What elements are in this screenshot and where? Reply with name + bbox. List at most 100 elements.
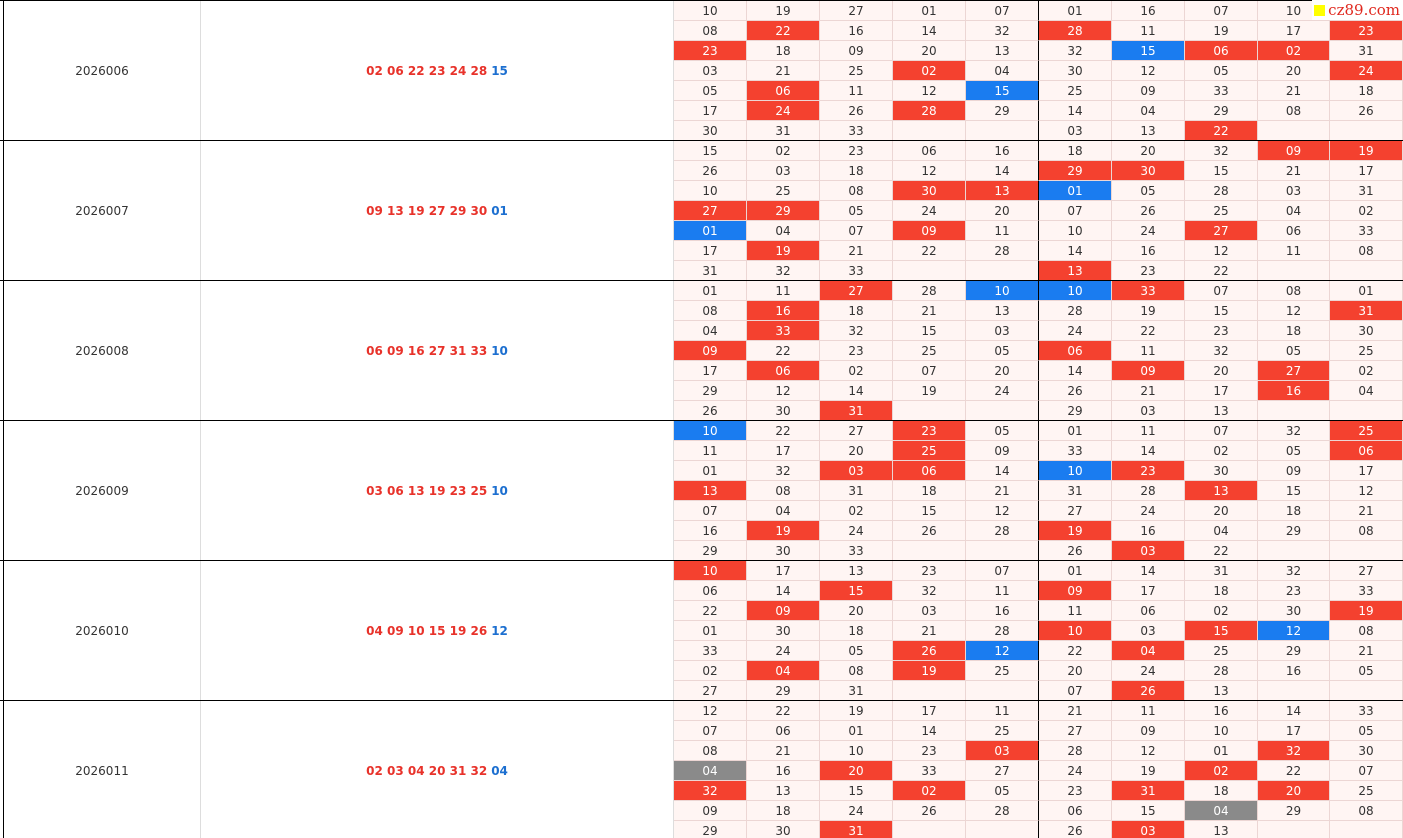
number-cell: 08 xyxy=(1330,241,1403,261)
number-cell: 06 xyxy=(1039,341,1112,361)
number-cell: 19 xyxy=(1039,521,1112,541)
number-cell: 28 xyxy=(966,521,1039,541)
number-cell: 16 xyxy=(674,521,747,541)
draw-numbers: 03 06 13 19 23 25 10 xyxy=(201,421,674,561)
number-cell: 06 xyxy=(893,461,966,481)
blue-number: 12 xyxy=(491,624,508,638)
number-cell: 07 xyxy=(1185,421,1258,441)
number-cell xyxy=(1258,121,1330,141)
number-cell xyxy=(1330,681,1403,701)
number-cell: 02 xyxy=(820,501,893,521)
number-cell: 21 xyxy=(1330,501,1403,521)
number-cell: 21 xyxy=(747,61,820,81)
number-cell: 15 xyxy=(893,501,966,521)
number-cell: 28 xyxy=(893,101,966,121)
number-cell: 07 xyxy=(674,501,747,521)
period-block: 2026008 06 09 16 27 31 33 10 01 11 27 28 10 10 33… xyxy=(0,280,1403,421)
number-cell: 25 xyxy=(893,341,966,361)
number-cell: 08 xyxy=(820,661,893,681)
number-cell: 09 xyxy=(747,601,820,621)
number-cell: 14 xyxy=(966,461,1039,481)
number-cell: 18 xyxy=(820,621,893,641)
number-cell: 25 xyxy=(820,61,893,81)
number-cell: 14 xyxy=(820,381,893,401)
number-cell: 29 xyxy=(674,541,747,561)
number-cell: 32 xyxy=(893,581,966,601)
period-block: 2026011 02 03 04 20 31 32 04 12 22 19 17 11 21 11… xyxy=(0,700,1403,838)
number-cell: 17 xyxy=(747,561,820,581)
number-cell: 33 xyxy=(1330,701,1403,721)
number-cell: 12 xyxy=(1185,241,1258,261)
number-cell: 17 xyxy=(893,701,966,721)
number-cell: 20 xyxy=(1185,361,1258,381)
number-cell: 31 xyxy=(1330,181,1403,201)
number-cell: 14 xyxy=(1112,561,1185,581)
number-cell: 06 xyxy=(893,141,966,161)
number-cell: 16 xyxy=(747,761,820,781)
number-cell: 08 xyxy=(1258,281,1330,301)
blue-number: 04 xyxy=(491,764,508,778)
number-cell: 04 xyxy=(747,661,820,681)
number-cell: 26 xyxy=(893,641,966,661)
number-cell: 20 xyxy=(1258,61,1330,81)
number-cell: 17 xyxy=(1330,161,1403,181)
number-cell: 15 xyxy=(1185,161,1258,181)
number-cell: 05 xyxy=(1258,341,1330,361)
number-cell: 08 xyxy=(674,21,747,41)
number-cell: 05 xyxy=(1330,721,1403,741)
number-cell: 08 xyxy=(1330,801,1403,821)
number-cell: 03 xyxy=(1112,541,1185,561)
number-cell: 29 xyxy=(1185,101,1258,121)
number-cell: 19 xyxy=(747,521,820,541)
number-cell: 03 xyxy=(966,741,1039,761)
number-cell: 30 xyxy=(674,121,747,141)
number-cell: 30 xyxy=(1112,161,1185,181)
number-cell: 31 xyxy=(747,121,820,141)
number-cell: 25 xyxy=(893,441,966,461)
number-cell: 21 xyxy=(893,621,966,641)
number-cell: 14 xyxy=(1112,441,1185,461)
number-cell: 27 xyxy=(820,421,893,441)
number-cell: 19 xyxy=(1112,761,1185,781)
number-cell: 21 xyxy=(747,741,820,761)
number-cell: 17 xyxy=(1185,381,1258,401)
number-cell: 19 xyxy=(747,1,820,21)
watermark-text: cz89.com xyxy=(1328,1,1400,19)
number-cell: 30 xyxy=(1330,321,1403,341)
number-cell: 15 xyxy=(1185,301,1258,321)
number-cell: 29 xyxy=(747,201,820,221)
number-cell: 30 xyxy=(747,821,820,838)
number-cell: 12 xyxy=(1330,481,1403,501)
number-cell: 08 xyxy=(674,741,747,761)
number-cell: 24 xyxy=(1330,61,1403,81)
number-cell: 09 xyxy=(674,341,747,361)
number-cell: 27 xyxy=(1039,721,1112,741)
number-cell xyxy=(1258,681,1330,701)
number-cell: 13 xyxy=(674,481,747,501)
red-numbers: 06 09 16 27 31 33 xyxy=(366,344,488,358)
number-cell: 07 xyxy=(1330,761,1403,781)
number-cell: 32 xyxy=(1258,741,1330,761)
number-cell: 16 xyxy=(1185,701,1258,721)
number-cell: 01 xyxy=(674,221,747,241)
number-cell: 28 xyxy=(966,801,1039,821)
number-cell: 10 xyxy=(674,181,747,201)
number-cell: 16 xyxy=(747,301,820,321)
number-cell: 03 xyxy=(1258,181,1330,201)
number-cell: 02 xyxy=(747,141,820,161)
number-cell: 04 xyxy=(674,321,747,341)
number-cell: 22 xyxy=(674,601,747,621)
number-cell: 20 xyxy=(1258,781,1330,801)
number-cell: 03 xyxy=(747,161,820,181)
number-cell: 10 xyxy=(674,421,747,441)
number-cell: 29 xyxy=(1258,801,1330,821)
number-cell: 32 xyxy=(674,781,747,801)
number-cell: 12 xyxy=(674,701,747,721)
red-numbers: 04 09 10 15 19 26 xyxy=(366,624,488,638)
number-cell: 28 xyxy=(1185,661,1258,681)
number-cell: 33 xyxy=(1330,581,1403,601)
number-cell: 23 xyxy=(893,421,966,441)
number-cell: 25 xyxy=(1330,781,1403,801)
number-cell: 29 xyxy=(674,821,747,838)
number-cell: 09 xyxy=(1112,361,1185,381)
